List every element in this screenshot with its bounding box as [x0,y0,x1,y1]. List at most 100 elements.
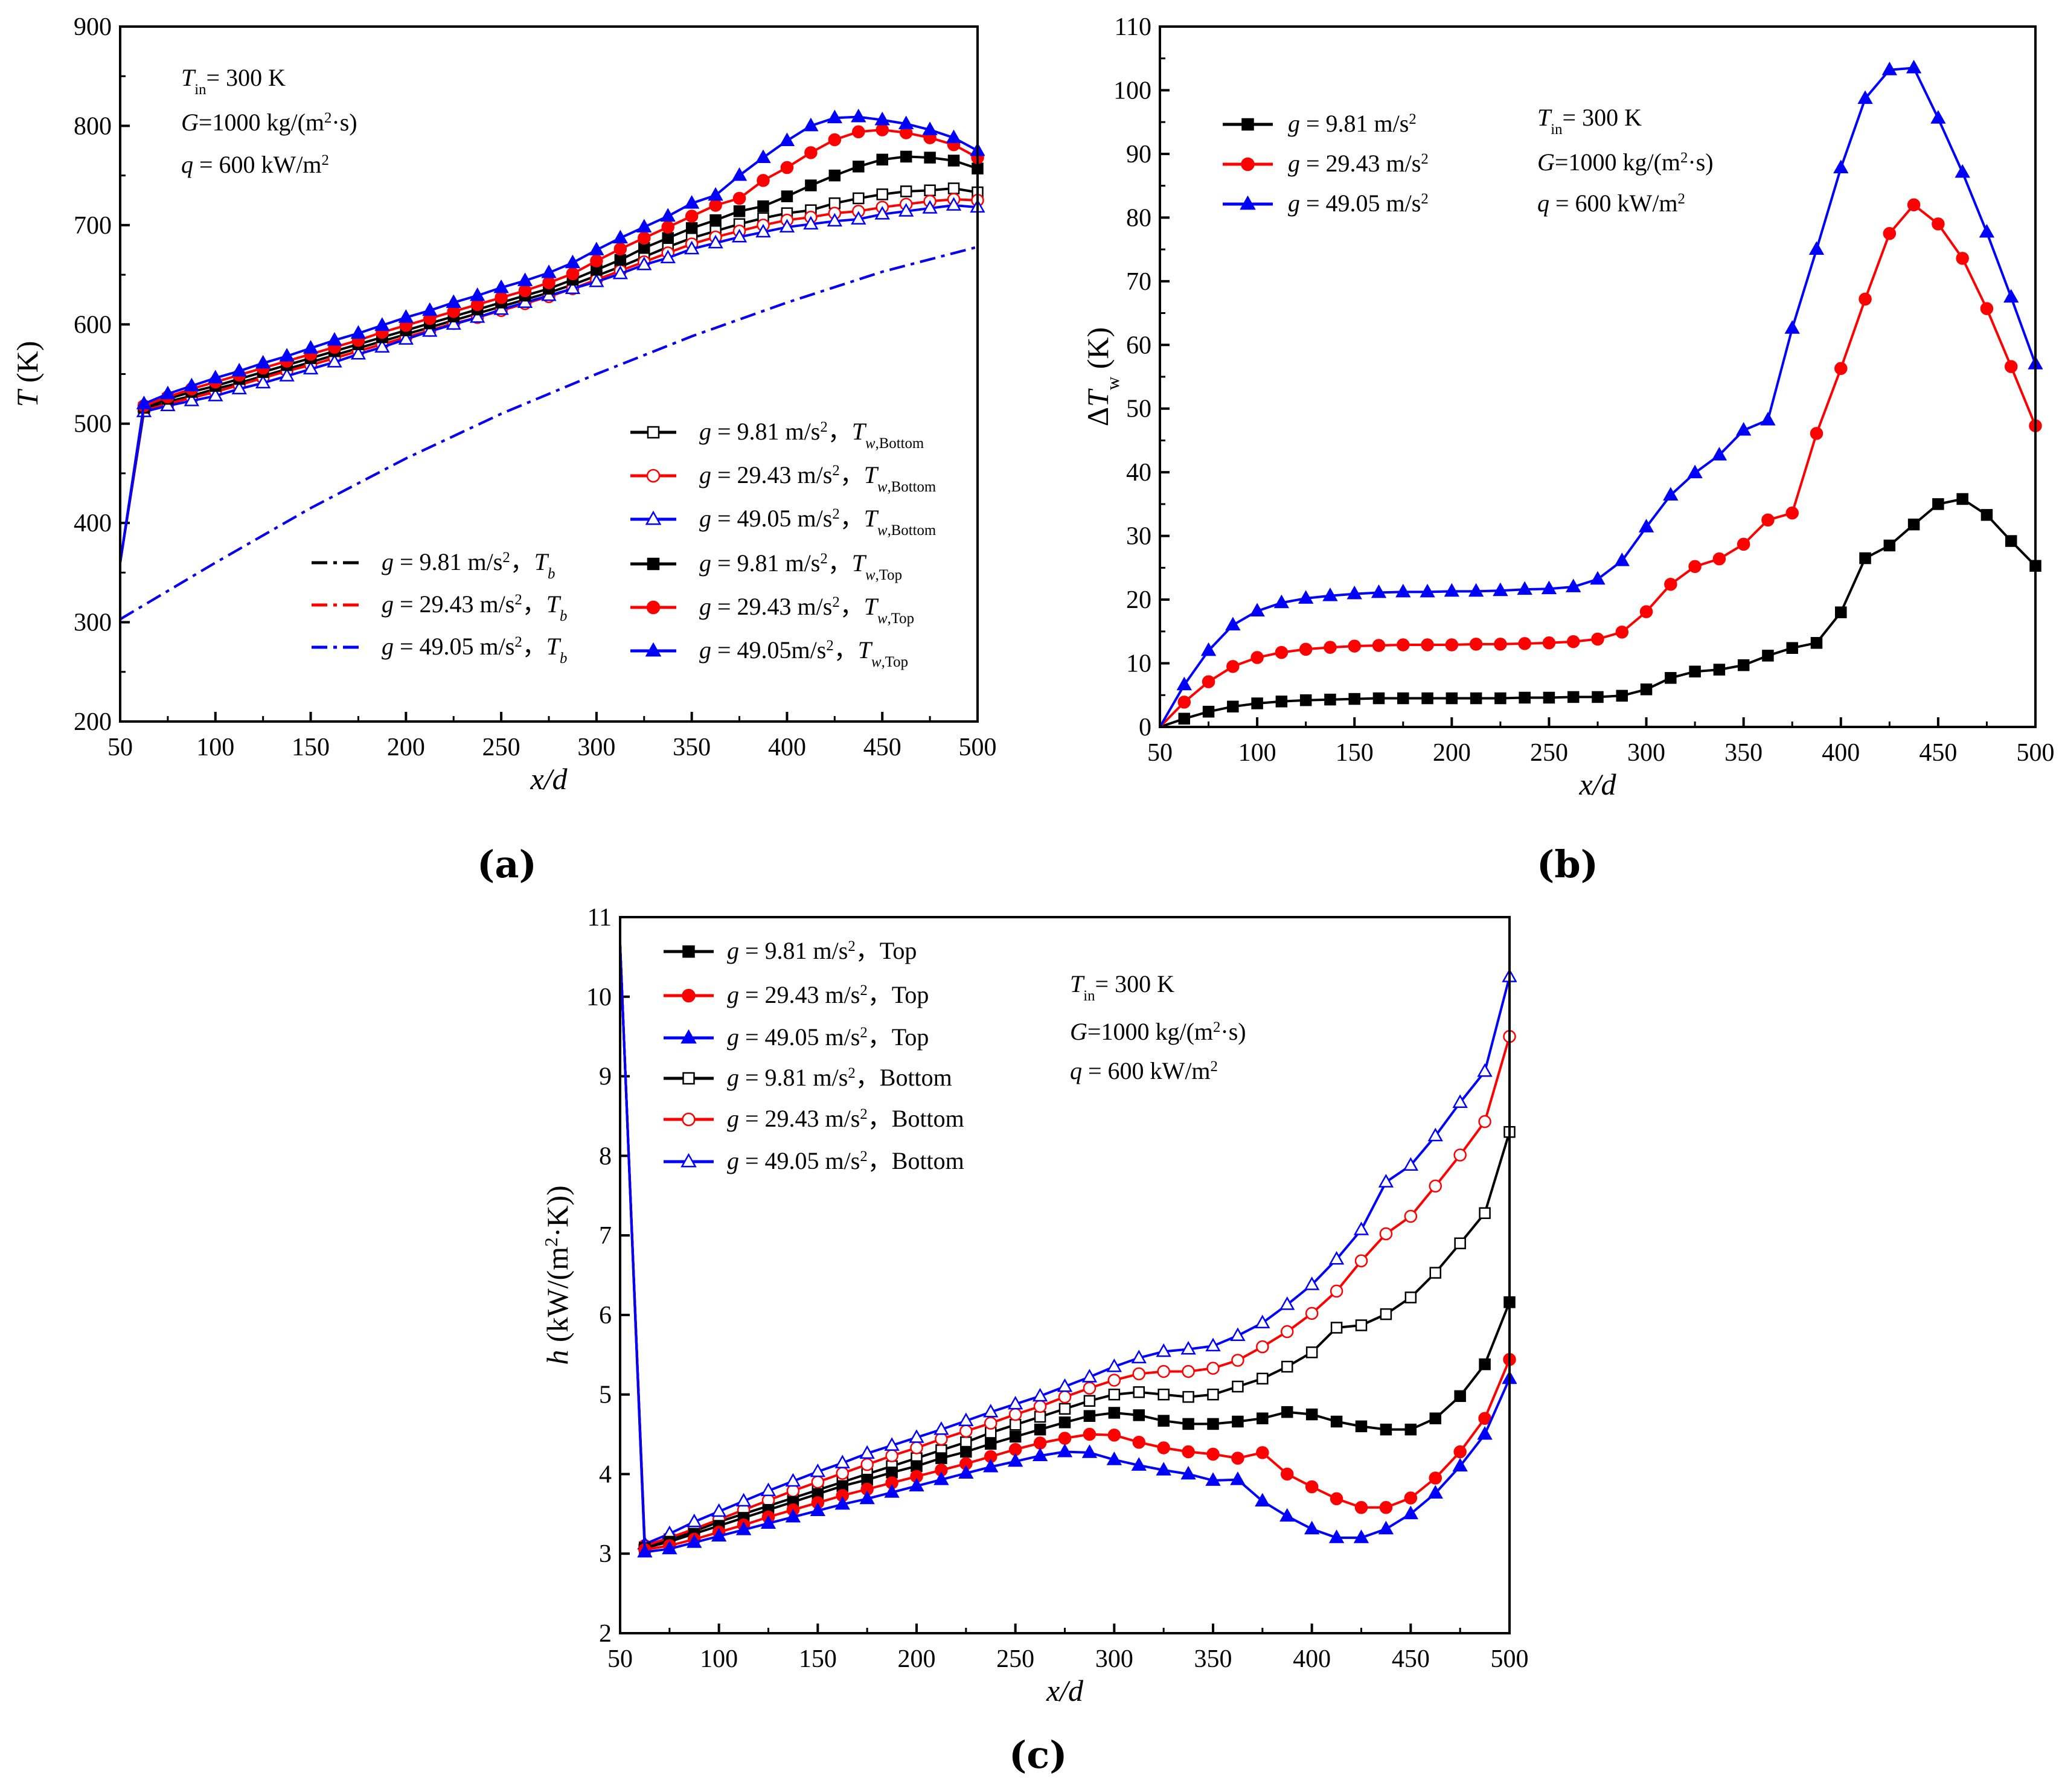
square-marker [1907,518,1920,531]
triangle-marker [374,339,390,353]
triangle-marker [160,397,176,412]
triangle-marker [884,1484,900,1498]
circle-marker [682,988,696,1003]
triangle-marker [1566,578,1581,592]
text-segment: b [548,566,555,582]
text-segment: ，Top [868,1023,929,1051]
circle-marker [590,254,603,267]
triangle-marker [1205,1337,1221,1352]
x-tick-label: 50 [607,1645,633,1673]
circle-marker [1177,696,1191,709]
circle-marker [1231,1451,1244,1465]
triangle-marker [1808,241,1825,255]
text-segment: = 600 kW/m [1549,190,1678,217]
x-tick-label: 200 [387,734,425,761]
square-marker [1083,1395,1096,1407]
text-segment: ， [840,505,864,532]
square-marker [1202,705,1215,718]
text-segment: w [877,479,888,495]
y-tick-label: 800 [74,112,112,140]
triangle-marker [374,317,390,331]
legend-label: g = 29.43 m/s2，Top [727,981,929,1008]
circle-marker [1469,638,1483,651]
y-tick-label: 30 [1126,523,1151,551]
square-marker [1232,1415,1244,1428]
triangle-marker [660,208,676,222]
text-segment: ,Top [876,567,902,583]
x-tick-label: 400 [1293,1645,1331,1673]
text-segment: = 600 kW/m [193,151,322,178]
square-marker [1355,1319,1368,1331]
square-marker [1567,691,1580,703]
text-segment: G [181,109,199,136]
triangle-marker [827,213,843,227]
triangle-marker [589,242,604,255]
triangle-marker [874,111,890,126]
circle-marker [1083,1427,1097,1441]
circle-marker [1281,1325,1294,1339]
square-marker [1762,650,1774,662]
legend-label: g = 49.05m/s2，Tw,Top [699,636,908,670]
series-g-9-81-m-s2 [1159,493,2041,728]
triangle-marker [517,272,533,286]
circle-marker [1478,1115,1491,1128]
triangle-marker [884,1437,900,1451]
square-marker [1257,1412,1269,1424]
text-segment: g [727,1023,739,1051]
plot-frame [1159,25,2037,728]
triangle-marker [1106,1358,1122,1372]
triangle-marker [1255,1493,1270,1507]
square-marker [662,232,674,244]
triangle-marker [636,257,652,270]
circle-marker [1379,1227,1393,1241]
triangle-marker [636,219,652,233]
triangle-marker [708,187,723,201]
triangle-marker [589,273,604,287]
circle-marker [1033,1436,1047,1450]
y-tick-label: 11 [588,904,612,932]
text-segment: 2 [832,462,839,479]
circle-marker [836,1467,849,1480]
circle-marker [1305,1307,1319,1320]
circle-marker [1157,1365,1170,1378]
triangle-marker [136,395,152,409]
square-marker [1380,1423,1392,1436]
square-marker [1616,690,1628,702]
circle-marker [757,174,770,187]
text-segment: h [540,1350,574,1365]
legend-entry: g = 49.05 m/s2 [1223,190,1429,217]
triangle-marker [1007,1395,1023,1410]
triangle-marker [1081,1369,1098,1383]
square-marker [1421,692,1433,705]
text-segment: 2 [848,1065,855,1081]
y-tick-label: 0 [1139,714,1151,741]
text-segment: 2 [514,634,522,650]
y-tick-label: 6 [599,1302,612,1330]
triangle-marker [327,354,342,368]
triangle-marker [350,325,367,339]
text-segment: w [877,610,888,627]
plot-area [119,109,985,621]
triangle-marker [922,121,938,135]
triangle-marker [983,1458,999,1473]
triangle-marker [1230,1471,1246,1485]
text-segment: ,Bottom [876,435,924,452]
text-segment: g [727,1105,739,1132]
text-segment: g [727,1147,739,1174]
text-segment: 2 [860,1106,867,1122]
square-marker [1281,1360,1293,1373]
text-segment: w [865,435,876,452]
triangle-marker [946,197,962,211]
square-marker [1355,1420,1368,1433]
plot-frame [119,25,979,723]
condition-annotation: G=1000 kg/(m2·s) [181,109,357,136]
x-tick-label: 50 [107,734,133,761]
circle-marker [1542,636,1556,650]
condition-annotation: q = 600 kW/m2 [181,151,329,178]
triangle-marker [1395,583,1411,598]
text-segment: w [1102,376,1123,390]
triangle-marker [1156,1343,1171,1357]
triangle-marker [1007,1453,1023,1467]
square-marker [947,155,960,167]
triangle-marker [279,368,295,382]
